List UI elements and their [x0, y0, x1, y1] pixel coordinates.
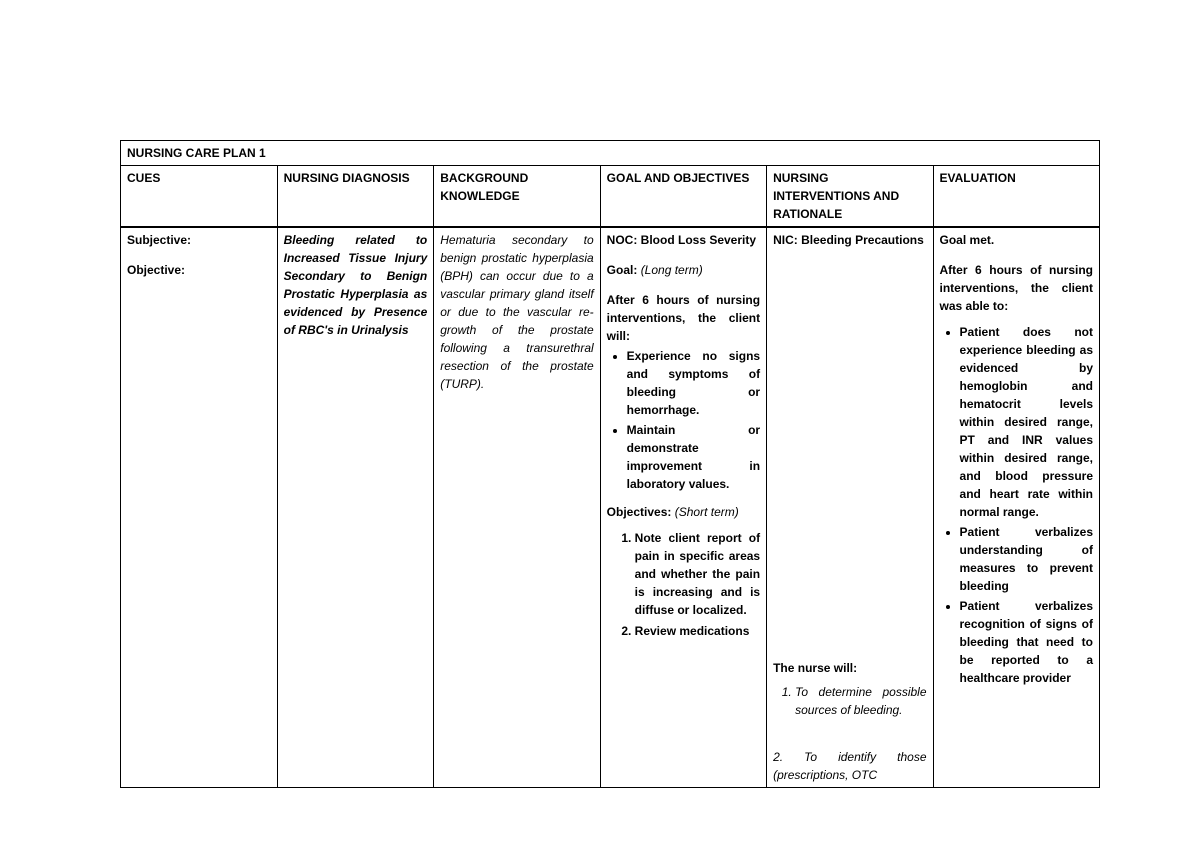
header-row: CUES NURSING DIAGNOSIS BACKGROUND KNOWLE…: [121, 166, 1100, 228]
objectives-line: Objectives: (Short term): [607, 503, 760, 521]
goal-bullets: Experience no signs and symptoms of blee…: [607, 347, 760, 493]
objectives-list: Note client report of pain in specific a…: [607, 529, 760, 640]
cell-interventions: NIC: Bleeding Precautions The nurse will…: [767, 227, 933, 787]
background-text: Hematuria secondary to benign prostatic …: [440, 231, 593, 393]
goal-after-text: After 6 hours of nursing interventions, …: [607, 291, 760, 345]
goal-line: Goal: (Long term): [607, 261, 760, 279]
objective-2: Review medications: [635, 622, 760, 640]
plan-title: NURSING CARE PLAN 1: [121, 141, 1100, 166]
nic-label: NIC: Bleeding Precautions: [773, 231, 926, 249]
header-evaluation: EVALUATION: [933, 166, 1099, 228]
nurse-will: The nurse will:: [773, 659, 926, 677]
objectives-label: Objectives:: [607, 505, 672, 519]
header-cues: CUES: [121, 166, 278, 228]
title-row: NURSING CARE PLAN 1: [121, 141, 1100, 166]
cues-subjective-label: Subjective:: [127, 231, 271, 249]
goal-bullet-2: Maintain or demonstrate improvement in l…: [627, 421, 760, 493]
intervention-list: To determine possible sources of bleedin…: [773, 683, 926, 719]
cell-goal: NOC: Blood Loss Severity Goal: (Long ter…: [600, 227, 766, 787]
noc-label: NOC: Blood Loss Severity: [607, 231, 760, 249]
header-goal: GOAL AND OBJECTIVES: [600, 166, 766, 228]
body-row: Subjective: Objective: Bleeding related …: [121, 227, 1100, 787]
cues-objective-label: Objective:: [127, 261, 271, 279]
diagnosis-text: Bleeding related to Increased Tissue Inj…: [284, 231, 428, 339]
care-plan-table: NURSING CARE PLAN 1 CUES NURSING DIAGNOS…: [120, 140, 1100, 788]
intervention-2: 2. To identify those (prescriptions, OTC: [773, 748, 926, 784]
header-background: BACKGROUND KNOWLEDGE: [434, 166, 600, 228]
header-interventions: NURSING INTERVENTIONS AND RATIONALE: [767, 166, 933, 228]
cell-evaluation: Goal met. After 6 hours of nursing inter…: [933, 227, 1099, 787]
eval-goal-met: Goal met.: [940, 231, 1093, 249]
cell-diagnosis: Bleeding related to Increased Tissue Inj…: [277, 227, 434, 787]
intervention-1: To determine possible sources of bleedin…: [795, 683, 926, 719]
eval-bullet-1: Patient does not experience bleeding as …: [960, 323, 1093, 521]
goal-bullet-1: Experience no signs and symptoms of blee…: [627, 347, 760, 419]
eval-bullets: Patient does not experience bleeding as …: [940, 323, 1093, 687]
eval-bullet-3: Patient verbalizes recognition of signs …: [960, 597, 1093, 687]
cell-cues: Subjective: Objective:: [121, 227, 278, 787]
objectives-term: (Short term): [675, 505, 739, 519]
goal-term: (Long term): [641, 263, 703, 277]
goal-label: Goal:: [607, 263, 638, 277]
cell-background: Hematuria secondary to benign prostatic …: [434, 227, 600, 787]
eval-bullet-2: Patient verbalizes understanding of meas…: [960, 523, 1093, 595]
header-diagnosis: NURSING DIAGNOSIS: [277, 166, 434, 228]
eval-after-text: After 6 hours of nursing interventions, …: [940, 261, 1093, 315]
objective-1: Note client report of pain in specific a…: [635, 529, 760, 619]
